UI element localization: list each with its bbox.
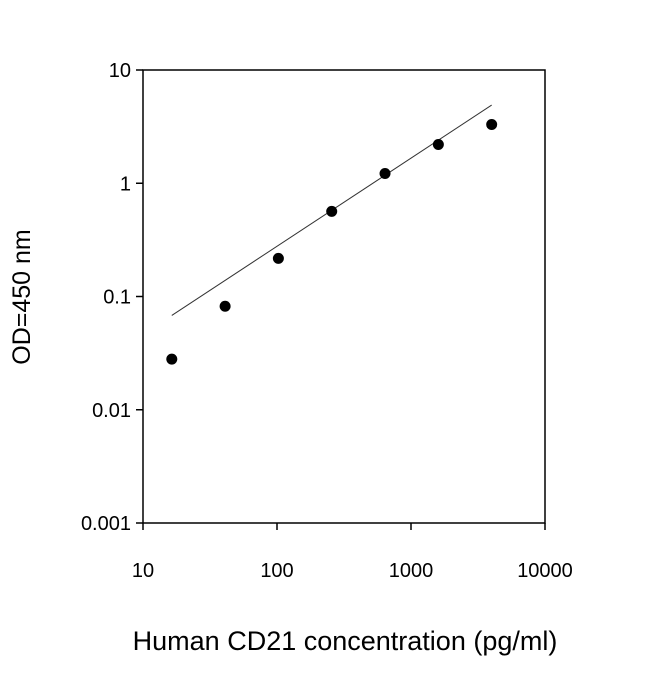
x-tick-label: 1000 [389,560,434,582]
y-axis-label: OD=450 nm [8,229,36,365]
data-point [432,138,444,150]
data-point [219,300,231,312]
y-tick-label: 1 [120,173,131,195]
x-tick-label: 10000 [517,560,573,582]
x-tick-label: 100 [260,560,293,582]
data-point [272,252,284,264]
data-point [486,119,498,131]
data-point [326,205,338,217]
data-point [379,167,391,179]
plot-frame [142,69,546,524]
x-axis-label: Human CD21 concentration (pg/ml) [133,626,558,656]
y-tick-label: 0.001 [81,513,131,535]
data-point [166,353,178,365]
y-tick-label: 10 [109,60,131,82]
x-tick-label: 10 [132,560,154,582]
y-tick-label: 0.1 [103,287,131,309]
y-tick-label: 0.01 [92,400,131,422]
